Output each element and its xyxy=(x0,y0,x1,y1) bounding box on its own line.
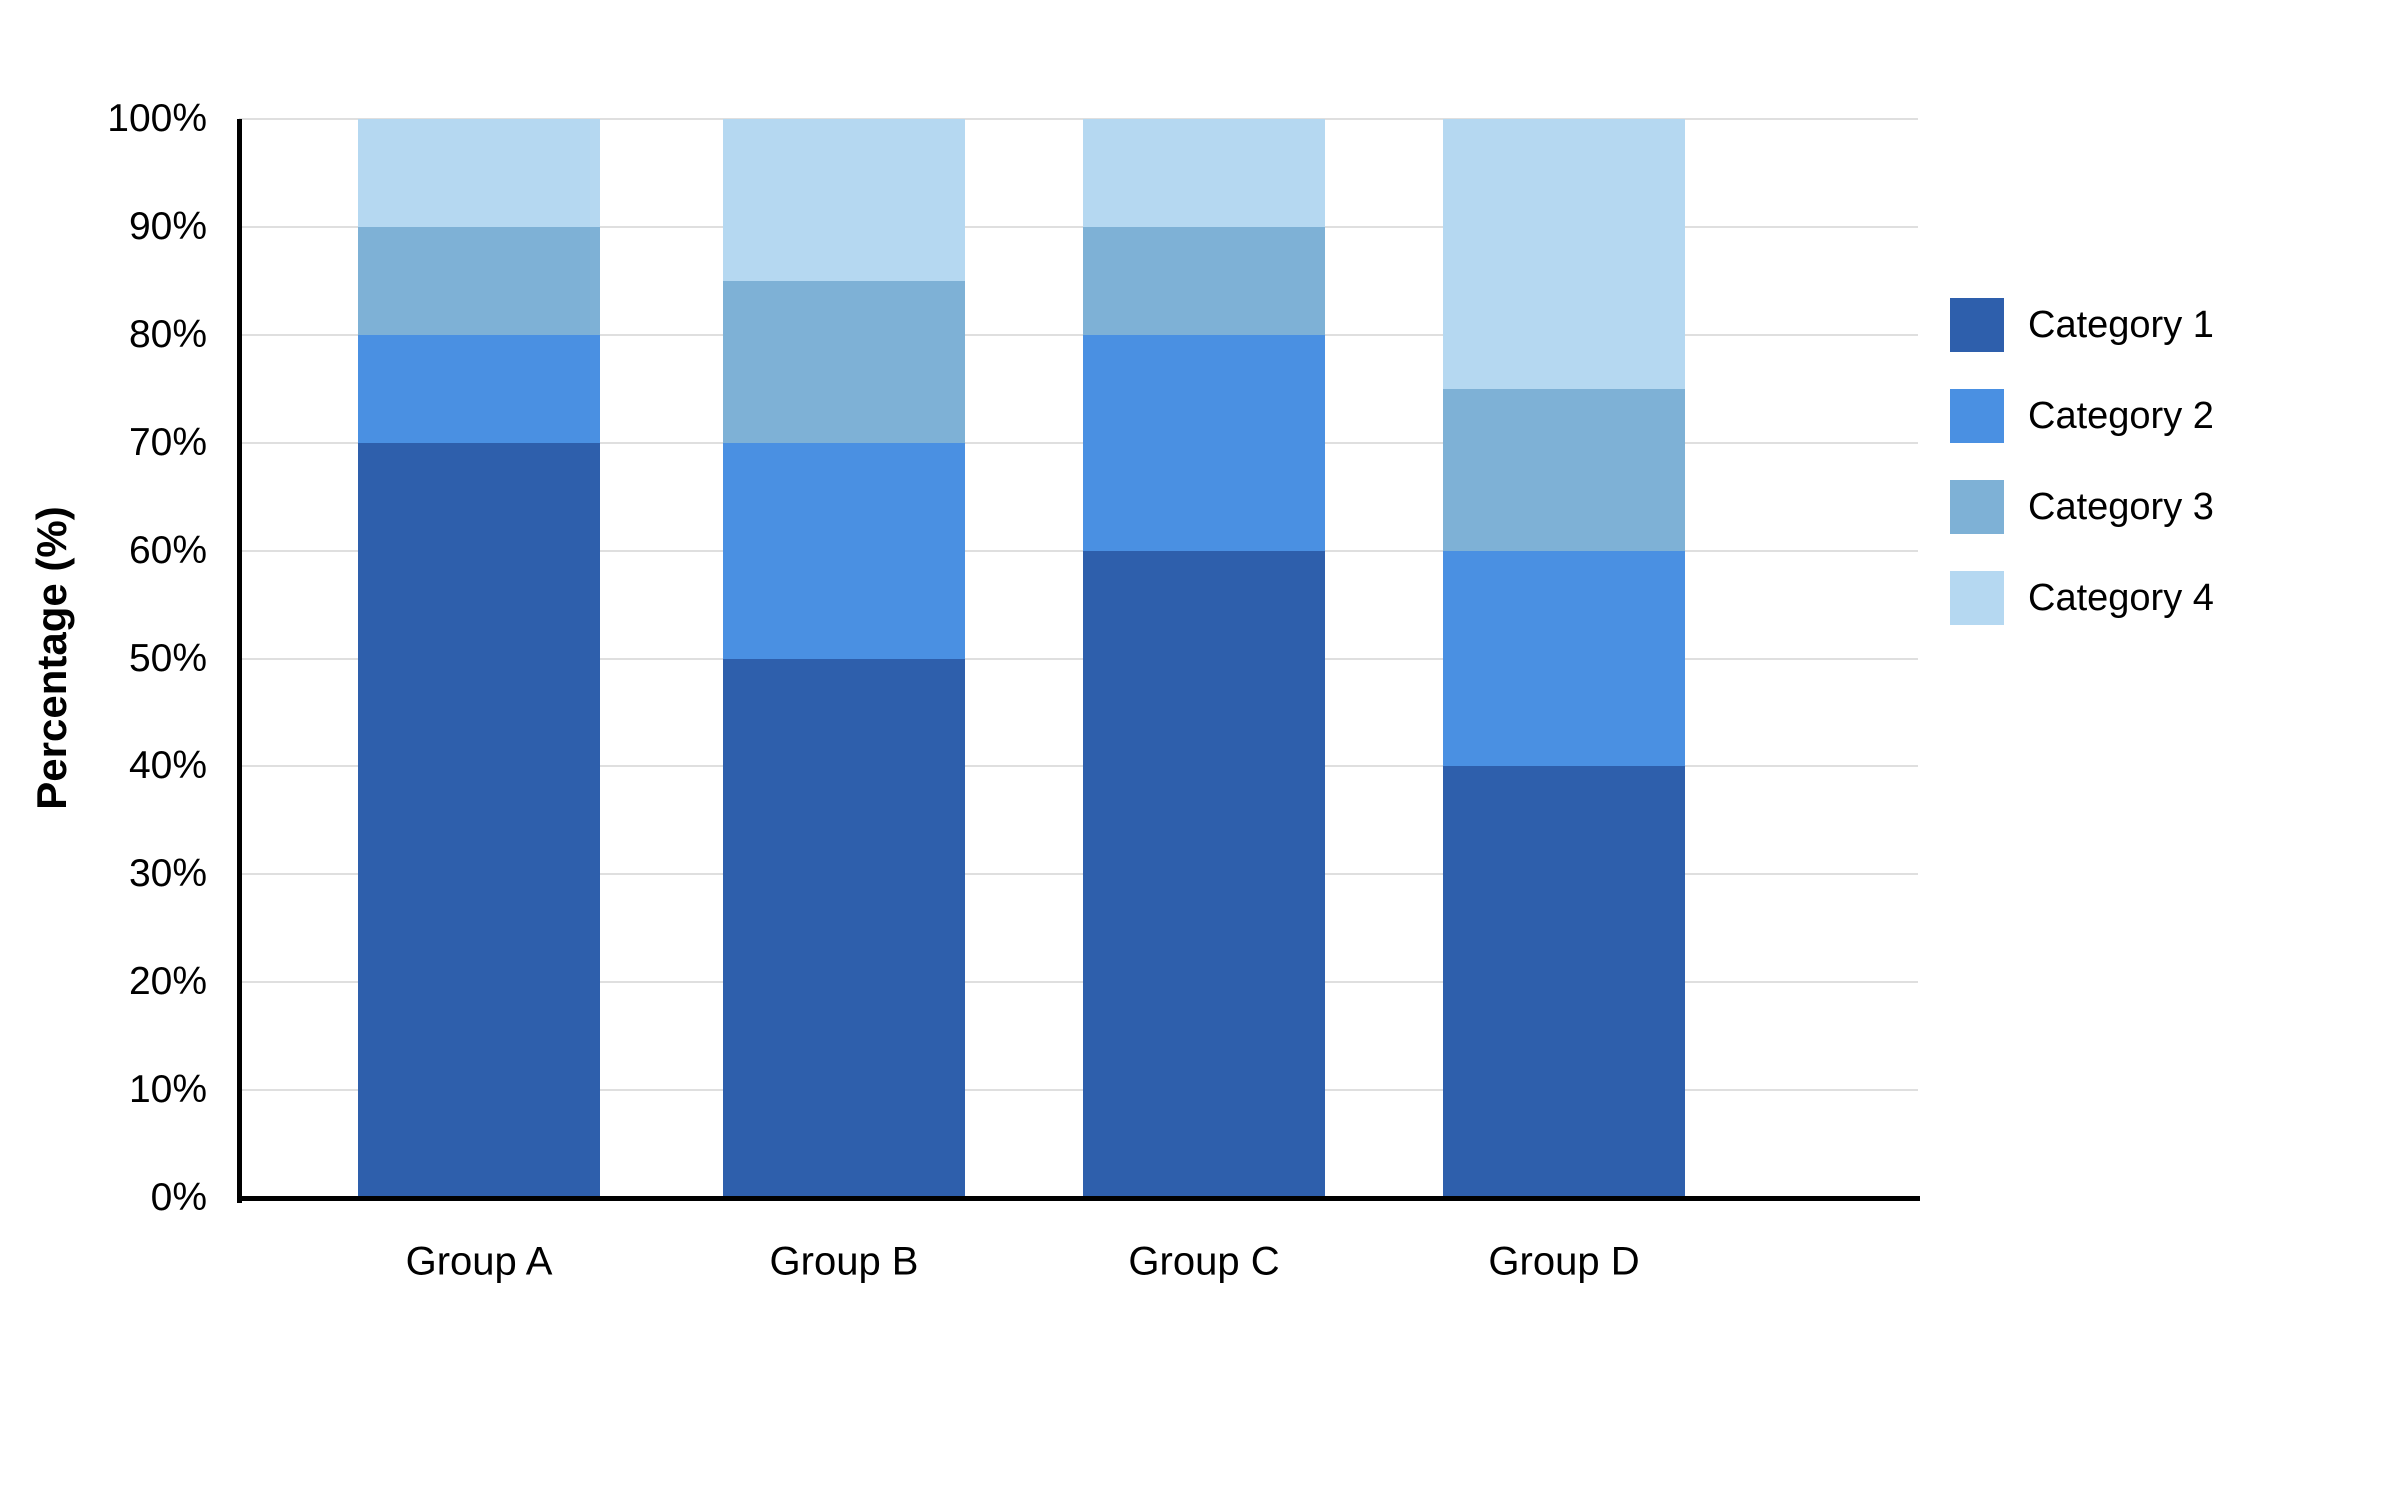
bar-segment-group-a-category-4 xyxy=(358,119,600,227)
legend-item-category-1: Category 1 xyxy=(1950,298,2214,352)
bar-segment-group-c-category-4 xyxy=(1083,119,1325,227)
bar-segment-group-a-category-2 xyxy=(358,334,600,443)
bar-segment-group-b-category-4 xyxy=(723,119,965,281)
legend-swatch-category-3 xyxy=(1950,480,2004,534)
y-tick-label-30%: 30% xyxy=(128,852,207,896)
legend-label-category-4: Category 4 xyxy=(2028,576,2214,619)
bar-segment-group-b-category-1 xyxy=(723,658,965,1198)
bar-segment-group-b-category-2 xyxy=(723,442,965,659)
bar-segment-group-a-category-1 xyxy=(358,442,600,1198)
x-category-label-group-b: Group B xyxy=(769,1239,919,1284)
legend-label-category-3: Category 3 xyxy=(2028,485,2214,528)
legend-item-category-3: Category 3 xyxy=(1950,480,2214,534)
bar-segment-group-d-category-4 xyxy=(1443,119,1685,389)
gridline-80% xyxy=(239,333,1918,336)
x-category-label-group-c: Group C xyxy=(1128,1239,1280,1284)
bar-segment-group-b-category-3 xyxy=(723,280,965,443)
y-tick-label-0%: 0% xyxy=(150,1176,207,1219)
bar-segment-group-c-category-3 xyxy=(1083,226,1325,335)
legend-swatch-category-4 xyxy=(1950,571,2004,625)
bar-segment-group-c-category-2 xyxy=(1083,334,1325,551)
y-tick-label-10%: 10% xyxy=(128,1068,207,1112)
gridline-10% xyxy=(239,1089,1918,1092)
gridline-100% xyxy=(239,118,1918,120)
y-tick-label-90%: 90% xyxy=(128,204,207,248)
bar-segment-group-d-category-3 xyxy=(1443,388,1685,551)
bar-segment-group-a-category-3 xyxy=(358,226,600,335)
gridline-90% xyxy=(239,225,1918,228)
x-category-label-group-d: Group D xyxy=(1488,1239,1640,1284)
bar-segment-group-d-category-1 xyxy=(1443,766,1685,1198)
legend-swatch-category-1 xyxy=(1950,298,2004,352)
x-category-label-group-a: Group A xyxy=(405,1239,553,1284)
legend-label-category-2: Category 2 xyxy=(2028,394,2214,437)
legend-item-category-4: Category 4 xyxy=(1950,571,2214,625)
gridline-40% xyxy=(239,765,1918,768)
gridline-70% xyxy=(239,441,1918,444)
y-tick-label-50%: 50% xyxy=(128,636,207,680)
gridline-50% xyxy=(239,657,1918,660)
bar-segment-group-d-category-2 xyxy=(1443,550,1685,767)
y-tick-label-100%: 100% xyxy=(107,97,207,140)
gridline-20% xyxy=(239,981,1918,984)
gridline-30% xyxy=(239,873,1918,876)
bar-segment-group-c-category-1 xyxy=(1083,550,1325,1198)
y-axis-line xyxy=(237,119,242,1203)
y-tick-label-70%: 70% xyxy=(128,420,207,464)
legend-swatch-category-2 xyxy=(1950,389,2004,443)
plot-area xyxy=(237,118,1920,1203)
legend-label-category-1: Category 1 xyxy=(2028,303,2214,346)
y-tick-label-40%: 40% xyxy=(128,744,207,788)
x-axis-line xyxy=(237,1196,1920,1201)
legend-item-category-2: Category 2 xyxy=(1950,389,2214,443)
y-tick-label-60%: 60% xyxy=(128,528,207,572)
gridline-60% xyxy=(239,549,1918,552)
y-tick-label-80%: 80% xyxy=(128,312,207,356)
y-tick-label-20%: 20% xyxy=(128,960,207,1004)
